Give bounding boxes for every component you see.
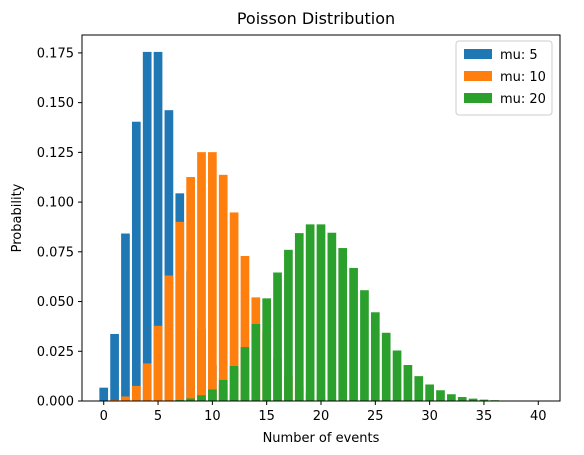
- y-tick-label: 0.100: [37, 196, 74, 211]
- bar-series-1-x-4: [142, 51, 152, 401]
- bar-series-1-x-1: [110, 333, 119, 401]
- bar-series-3-x-35: [479, 399, 489, 401]
- bar-series-2-x-2: [121, 396, 130, 401]
- y-tick-label: 0.175: [37, 46, 74, 61]
- bar-series-3-x-33: [457, 397, 467, 401]
- y-axis-label: Probability: [10, 183, 25, 252]
- bar-series-3-x-19: [305, 224, 315, 401]
- bar-series-3-x-29: [414, 376, 424, 401]
- bar-series-3-x-13: [240, 347, 250, 401]
- bar-series-2-x-11: [218, 174, 228, 401]
- bar-series-3-x-31: [436, 390, 445, 401]
- bar-series-3-x-20: [316, 224, 326, 401]
- bar-series-2-x-3: [131, 385, 141, 401]
- bar-series-3-x-28: [403, 365, 413, 401]
- bar-series-3-x-15: [262, 298, 272, 401]
- bar-series-2-x-12: [229, 212, 239, 401]
- x-tick-label: 30: [421, 409, 438, 424]
- bar-series-1-x-0: [99, 387, 109, 401]
- x-tick-label: 20: [313, 409, 330, 424]
- bar-series-3-x-34: [468, 398, 478, 401]
- bar-series-2-x-4: [142, 363, 152, 401]
- legend-swatch-3: [464, 93, 492, 103]
- bar-series-3-x-10: [208, 389, 217, 401]
- bar-series-1-x-5: [153, 51, 163, 401]
- bar-series-3-x-24: [360, 290, 369, 401]
- bar-series-3-x-11: [218, 379, 228, 401]
- y-tick-label: 0.125: [37, 146, 74, 161]
- y-tick-label: 0.000: [37, 395, 74, 410]
- legend-swatch-2: [464, 71, 492, 81]
- bar-series-3-x-18: [294, 233, 304, 401]
- y-tick-label: 0.025: [37, 345, 74, 360]
- y-tick-label: 0.050: [37, 295, 74, 310]
- x-axis-label: Number of events: [263, 431, 380, 446]
- bar-series-3-x-25: [370, 312, 380, 401]
- x-tick-label: 15: [258, 409, 275, 424]
- bar-series-1-x-3: [131, 121, 141, 401]
- bar-series-1-x-6: [164, 110, 174, 401]
- y-axis-ticks: 0.000 0.025 0.050 0.075 0.100 0.125 0.150 0.175: [37, 46, 82, 410]
- bar-series-3-x-32: [447, 394, 456, 401]
- x-tick-label: 25: [367, 409, 384, 424]
- x-tick-label: 5: [154, 409, 162, 424]
- x-tick-label: 10: [204, 409, 221, 424]
- bar-series-3-x-27: [392, 350, 402, 401]
- bar-series-2-x-10: [208, 152, 217, 401]
- bar-series-3-x-14: [251, 324, 261, 401]
- bar-series-2-x-5: [153, 325, 163, 401]
- bar-series-3-x-22: [338, 248, 348, 401]
- bar-series-2-x-13: [240, 255, 250, 401]
- x-axis-ticks: 0 5 10 15 20 25 30 35 40: [100, 401, 547, 424]
- bar-series-3-x-12: [229, 365, 239, 401]
- bar-series-3-x-30: [425, 384, 434, 401]
- bar-series-2-x-6: [164, 275, 174, 401]
- bar-series-3-x-16: [273, 272, 282, 401]
- chart-title: Poisson Distribution: [237, 9, 395, 28]
- x-tick-label: 0: [100, 409, 108, 424]
- x-tick-label: 35: [476, 409, 493, 424]
- legend-swatch-1: [464, 49, 492, 59]
- x-tick-label: 40: [530, 409, 547, 424]
- bar-series-3-x-21: [327, 232, 337, 401]
- bar-series-2-x-9: [197, 152, 206, 401]
- y-tick-label: 0.075: [37, 245, 74, 260]
- bar-series-2-x-7: [175, 221, 185, 401]
- bar-series-3-x-23: [349, 267, 358, 401]
- legend-label-3: mu: 20: [500, 92, 546, 107]
- bar-series-1-x-2: [121, 233, 130, 401]
- bar-series-3-x-8: [186, 398, 195, 401]
- bar-series-3-x-26: [381, 332, 391, 401]
- legend-label-1: mu: 5: [500, 48, 538, 63]
- legend: mu: 5 mu: 10 mu: 20: [455, 40, 553, 116]
- bars-layer: [99, 51, 532, 401]
- bar-series-3-x-9: [197, 395, 206, 401]
- bar-series-2-x-8: [186, 177, 195, 401]
- y-tick-label: 0.150: [37, 96, 74, 111]
- legend-label-2: mu: 10: [500, 70, 546, 85]
- bar-series-3-x-17: [284, 249, 293, 401]
